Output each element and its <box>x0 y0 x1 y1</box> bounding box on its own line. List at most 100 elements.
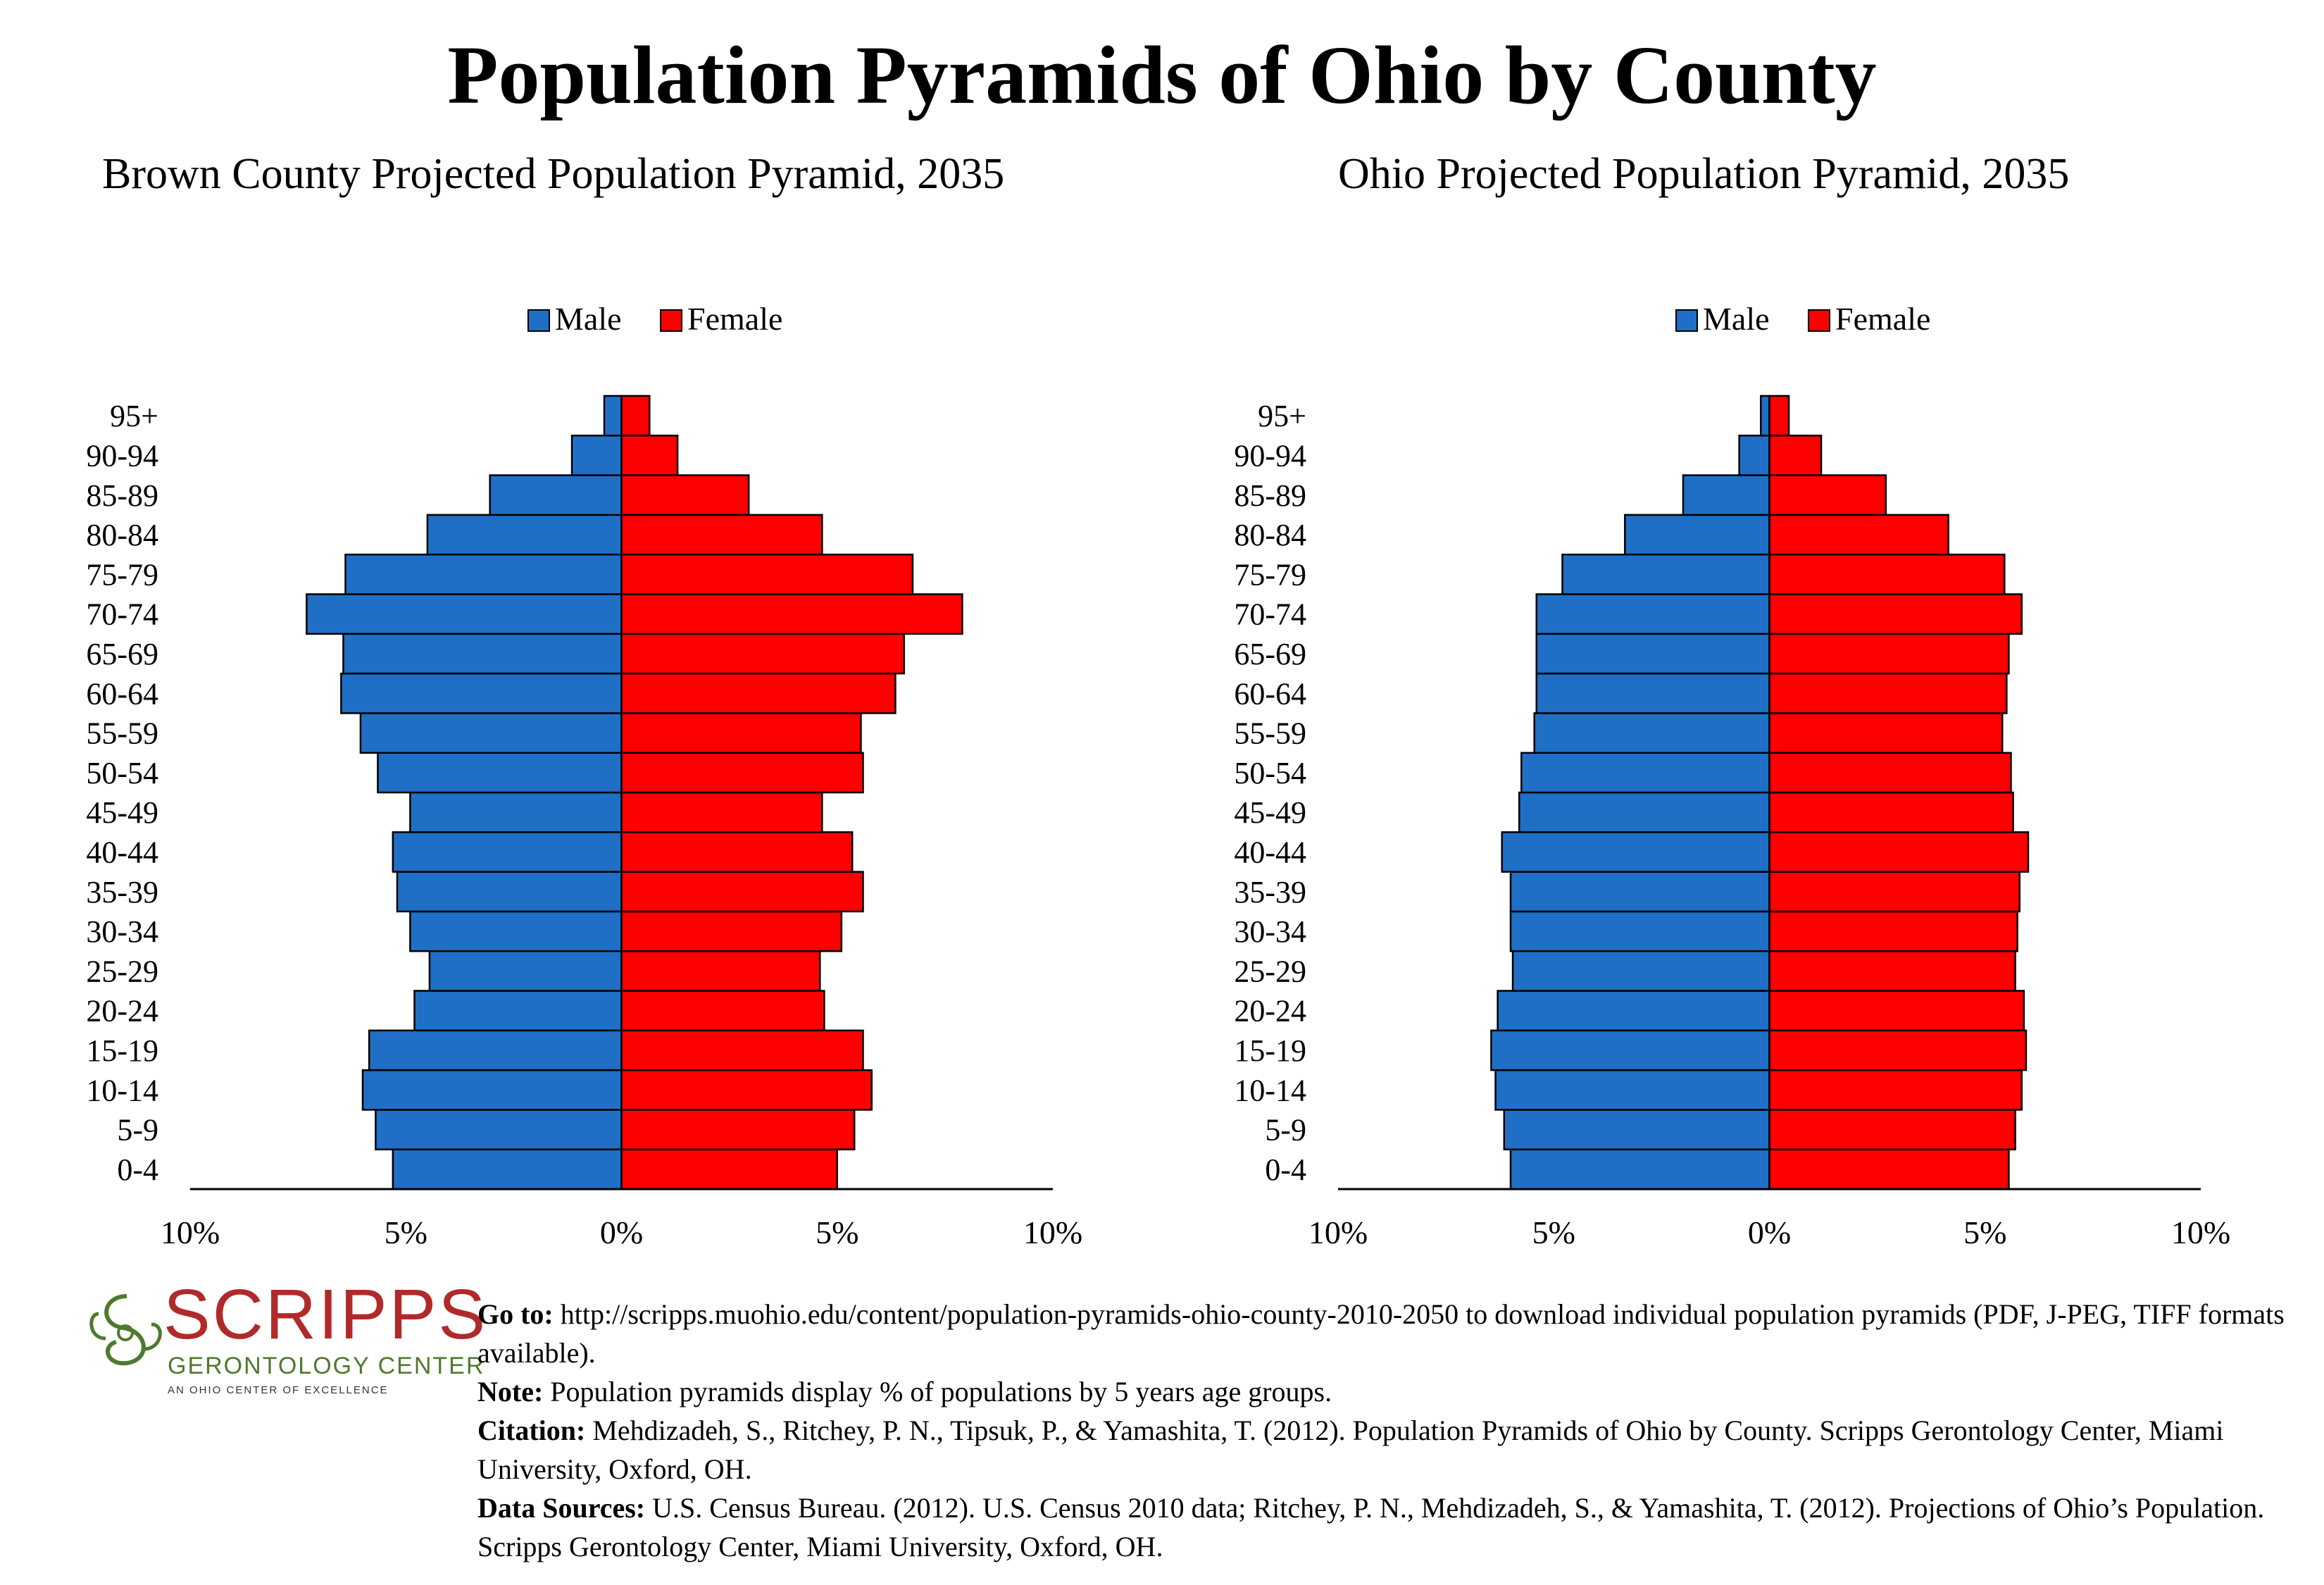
main-title: Population Pyramids of Ohio by County <box>447 29 1877 121</box>
bar-male-65-69 <box>1535 633 1770 675</box>
age-label: 45-49 <box>86 795 158 830</box>
chart-1: Male Female 0-4 5-9 10-14 15-19 20-24 25-29 30-3… <box>1234 301 2230 1250</box>
bar-female-70-74 <box>620 593 963 635</box>
chart-title-ohio: Ohio Projected Population Pyramid, 2035 <box>1338 150 2070 198</box>
legend-male-swatch <box>1675 309 1698 332</box>
legend-female-swatch <box>1808 309 1830 332</box>
bar-male-90-94 <box>1738 435 1770 476</box>
legend-male-label: Male <box>555 301 622 337</box>
age-label: 25-29 <box>86 954 158 988</box>
bar-female-30-34 <box>620 910 843 952</box>
legend-female-swatch <box>660 309 682 332</box>
bar-female-75-79 <box>620 553 914 595</box>
age-label: 75-79 <box>1234 557 1306 592</box>
age-label: 70-74 <box>86 597 158 632</box>
bar-female-65-69 <box>1768 633 2010 675</box>
bar-female-45-49 <box>1768 791 2014 833</box>
sources-line: Data Sources: U.S. Census Bureau. (2012)… <box>477 1488 2309 1566</box>
x-tick-label: 5% <box>1963 1214 2006 1250</box>
age-label: 0-4 <box>117 1152 158 1187</box>
bar-male-60-64 <box>1535 672 1770 714</box>
bar-male-5-9 <box>375 1109 623 1150</box>
bar-female-75-79 <box>1768 553 2006 595</box>
sources-label: Data Sources: <box>477 1492 646 1524</box>
logo-wordmark: SCRIPPS <box>163 1275 488 1354</box>
age-label: 75-79 <box>86 557 158 592</box>
age-label: 35-39 <box>1234 875 1306 909</box>
goto-line: Go to: http://scripps.muohio.edu/content… <box>477 1295 2309 1372</box>
age-label: 95+ <box>110 399 158 433</box>
logo-tagline: AN OHIO CENTER OF EXCELLENCE <box>168 1384 389 1396</box>
bar-female-20-24 <box>1768 990 2025 1032</box>
bar-male-50-54 <box>1520 752 1770 794</box>
chart-0: Male Female 0-4 5-9 10-14 15-19 20-24 25-29 30-3… <box>86 301 1082 1250</box>
bar-male-15-19 <box>1490 1029 1770 1071</box>
age-label: 15-19 <box>86 1033 158 1068</box>
note-label: Note: <box>477 1376 544 1407</box>
bar-male-20-24 <box>413 990 623 1032</box>
bar-female-70-74 <box>1768 593 2023 635</box>
scripps-logo: SCRIPPS GERONTOLOGY CENTER AN OHIO CENTE… <box>85 1279 485 1409</box>
bar-female-40-44 <box>1768 831 2030 873</box>
bar-female-30-34 <box>1768 910 2018 952</box>
bar-male-10-14 <box>361 1069 623 1111</box>
bar-female-35-39 <box>620 871 864 913</box>
bar-female-60-64 <box>1768 672 2008 714</box>
bar-male-40-44 <box>392 831 623 873</box>
age-label: 50-54 <box>86 756 158 790</box>
bar-female-90-94 <box>620 435 679 476</box>
age-label: 60-64 <box>86 676 158 711</box>
bar-male-30-34 <box>1509 910 1770 952</box>
bar-male-40-44 <box>1501 831 1770 873</box>
goto-label: Go to: <box>477 1298 554 1330</box>
x-tick-label: 0% <box>600 1214 643 1250</box>
bar-male-35-39 <box>396 871 623 913</box>
age-label: 40-44 <box>86 835 158 869</box>
legend-male-swatch <box>527 309 550 332</box>
age-label: 5-9 <box>1265 1113 1306 1148</box>
age-label: 85-89 <box>86 478 158 513</box>
bar-female-90-94 <box>1768 435 1823 476</box>
bar-female-50-54 <box>620 752 864 794</box>
bar-male-95+ <box>603 394 623 437</box>
age-label: 40-44 <box>1234 835 1306 869</box>
bar-female-95+ <box>620 394 651 437</box>
bar-female-55-59 <box>620 712 862 754</box>
bar-male-55-59 <box>359 712 623 754</box>
age-label: 30-34 <box>1234 914 1306 949</box>
bar-female-80-84 <box>1768 514 1949 556</box>
bar-male-60-64 <box>340 672 623 714</box>
bar-female-85-89 <box>1768 474 1887 516</box>
bar-female-5-9 <box>620 1109 856 1150</box>
age-label: 95+ <box>1258 399 1306 433</box>
age-label: 65-69 <box>1234 637 1306 671</box>
bar-male-55-59 <box>1533 712 1770 754</box>
age-label: 25-29 <box>1234 954 1306 988</box>
age-label: 90-94 <box>1234 438 1306 473</box>
bar-male-25-29 <box>1511 950 1770 992</box>
age-label: 90-94 <box>86 438 158 473</box>
logo-subtitle: GERONTOLOGY CENTER <box>168 1353 485 1379</box>
bar-male-50-54 <box>377 752 623 794</box>
citation-text: Mehdizadeh, S., Ritchey, P. N., Tipsuk, … <box>477 1415 2224 1485</box>
x-tick-label: 10% <box>1023 1214 1082 1250</box>
bar-male-35-39 <box>1509 871 1770 913</box>
bar-female-10-14 <box>620 1069 873 1111</box>
bar-male-90-94 <box>570 435 623 476</box>
bar-female-35-39 <box>1768 871 2020 913</box>
legend-male-label: Male <box>1703 301 1770 337</box>
pyramid-charts: Male Female 0-4 5-9 10-14 15-19 20-24 25-29 30-3… <box>86 301 2230 1250</box>
bar-female-40-44 <box>620 831 854 873</box>
age-label: 80-84 <box>1234 518 1306 552</box>
bar-female-10-14 <box>1768 1069 2023 1111</box>
age-label: 85-89 <box>1234 478 1306 513</box>
chart-title-brown-county: Brown County Projected Population Pyrami… <box>102 150 1005 198</box>
bar-female-45-49 <box>620 791 823 833</box>
bar-female-0-4 <box>1768 1148 2010 1191</box>
bar-female-60-64 <box>620 672 897 714</box>
bar-male-45-49 <box>409 791 623 833</box>
age-label: 50-54 <box>1234 756 1306 790</box>
scripps-swirl-icon <box>89 1294 162 1366</box>
bar-male-15-19 <box>368 1029 623 1071</box>
bar-male-85-89 <box>489 474 623 516</box>
